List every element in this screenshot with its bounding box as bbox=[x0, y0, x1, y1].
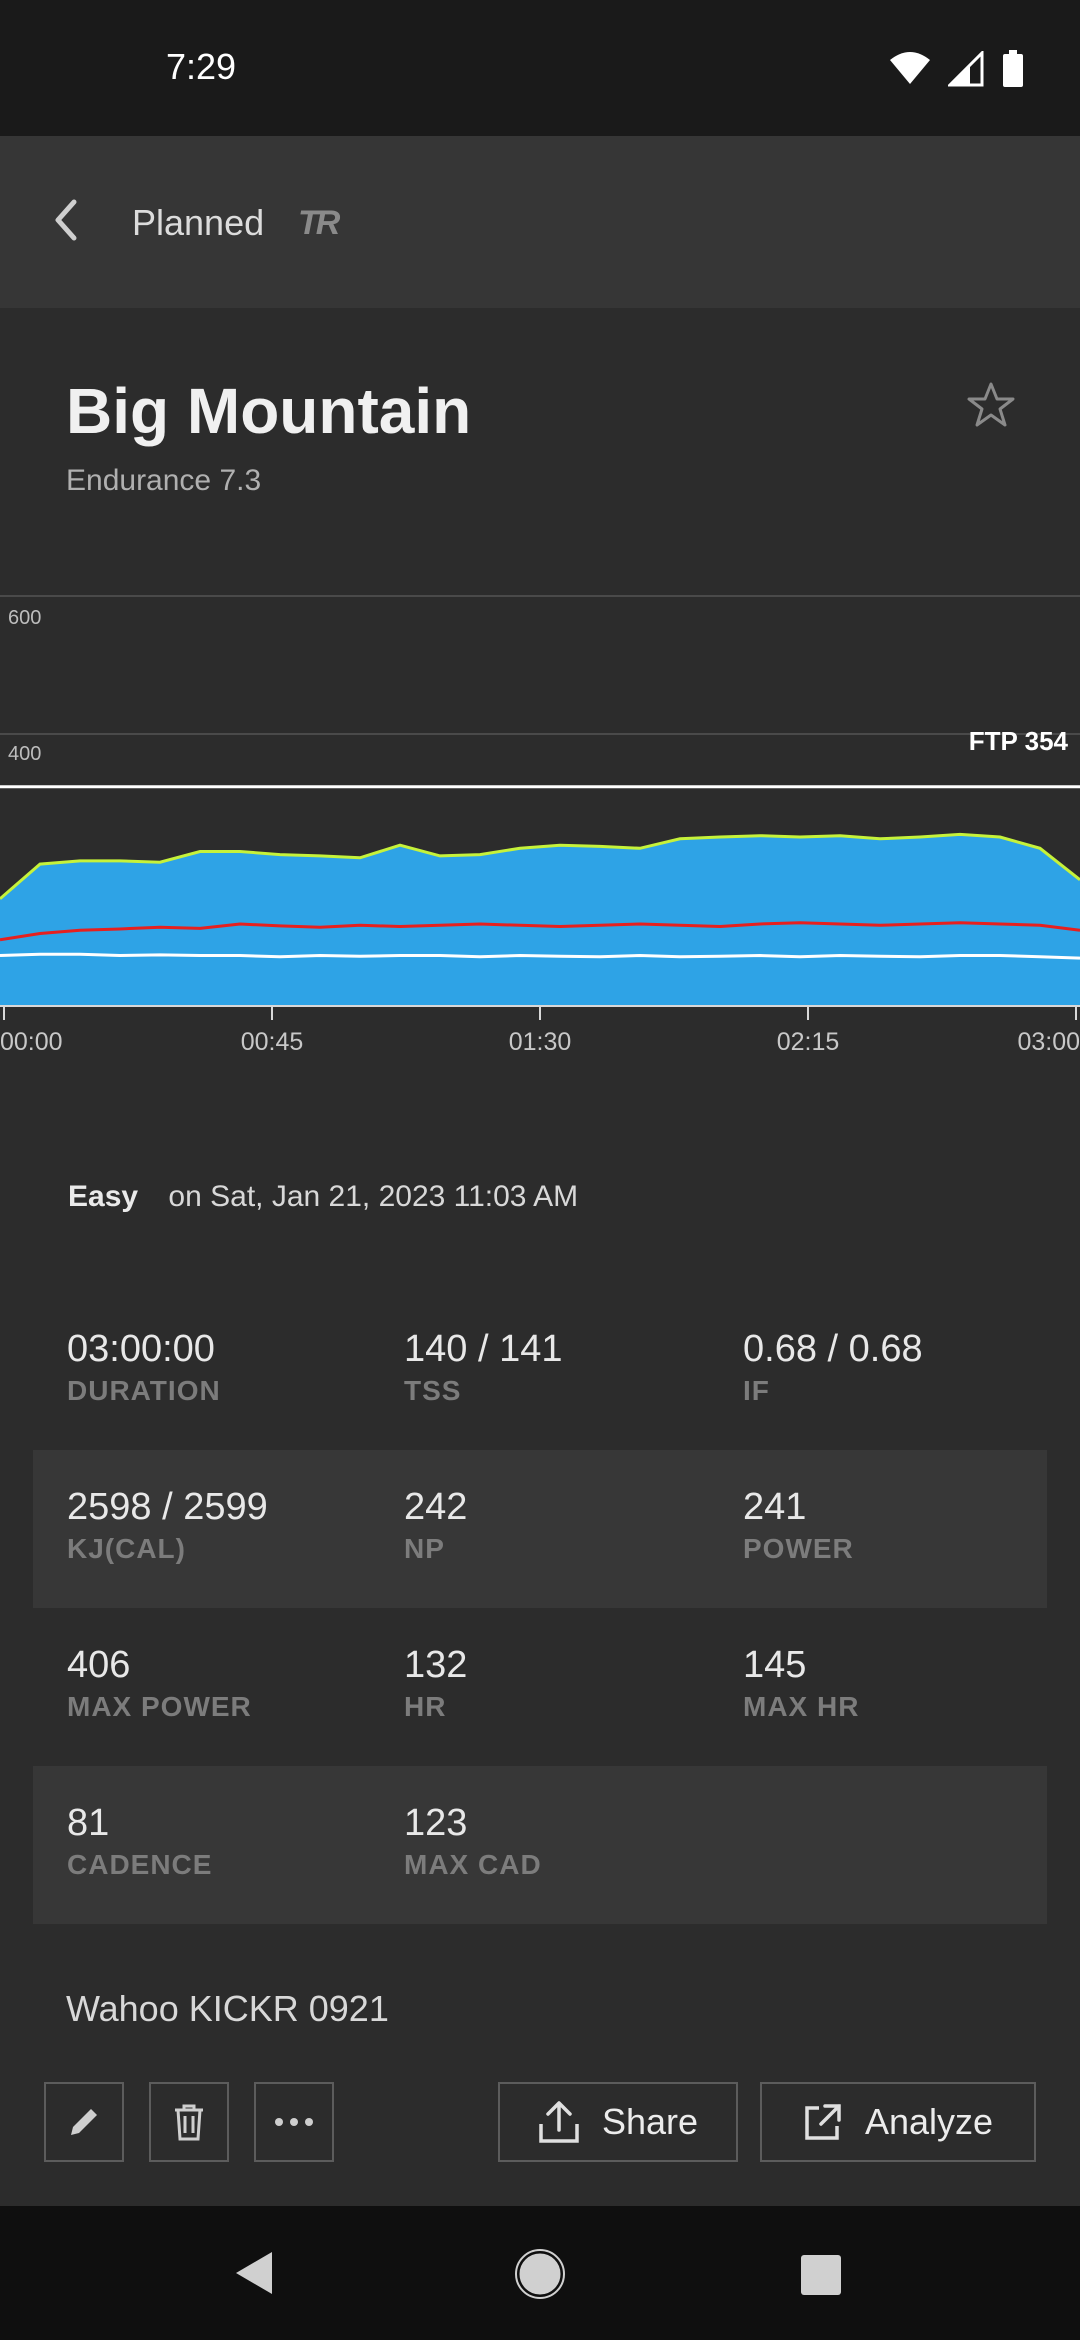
x-tick-label: 00:00 bbox=[0, 1028, 63, 1056]
delete-button[interactable] bbox=[149, 2082, 229, 2162]
workout-chart: 600 400 FTP 354 00:00 00:45 01:30 02:15 03:0… bbox=[0, 594, 1080, 1072]
more-icon bbox=[275, 2118, 313, 2126]
edit-button[interactable] bbox=[44, 2082, 124, 2162]
metric-row: 03:00:00 DURATION 140 / 141 TSS 0.68 / 0.6… bbox=[33, 1292, 1047, 1450]
ftp-label: FTP 354 bbox=[969, 726, 1069, 756]
app-header: Planned TR bbox=[0, 136, 1080, 308]
metric-np: 242 NP bbox=[404, 1486, 468, 1564]
signal-icon bbox=[948, 51, 984, 87]
header-title: Planned bbox=[132, 202, 265, 243]
workout-title: Big Mountain bbox=[66, 375, 472, 447]
metric-kj: 2598 / 2599 KJ(CAL) bbox=[67, 1486, 268, 1564]
metric-max-power: 406 MAX POWER bbox=[67, 1644, 252, 1722]
favorite-button[interactable] bbox=[966, 380, 1016, 430]
metric-row: 2598 / 2599 KJ(CAL) 242 NP 241 POWER bbox=[33, 1450, 1047, 1608]
metrics-grid: 03:00:00 DURATION 140 / 141 TSS 0.68 / 0.6… bbox=[33, 1292, 1047, 1924]
workout-header: Big Mountain Endurance 7.3 bbox=[0, 308, 1080, 598]
workout-summary: Easy on Sat, Jan 21, 2023 11:03 AM bbox=[68, 1180, 578, 1214]
pencil-icon bbox=[71, 2109, 97, 2135]
metric-row: 81 CADENCE 123 MAX CAD bbox=[33, 1766, 1047, 1924]
trainerroad-logo: TR bbox=[298, 204, 340, 242]
cadence-line bbox=[0, 952, 1080, 960]
metric-max-cad: 123 MAX CAD bbox=[404, 1802, 542, 1880]
battery-icon bbox=[1003, 50, 1023, 87]
external-link-icon bbox=[805, 2104, 841, 2140]
analyze-button[interactable]: Analyze bbox=[760, 2082, 1036, 2162]
system-nav-bar bbox=[0, 2206, 1080, 2340]
trash-icon bbox=[175, 2104, 203, 2141]
y-tick-label: 400 bbox=[8, 743, 41, 765]
action-bar: Share Analyze bbox=[0, 2080, 1080, 2206]
metric-duration: 03:00:00 DURATION bbox=[67, 1328, 221, 1406]
status-icons bbox=[890, 50, 1024, 88]
power-line bbox=[0, 832, 1080, 900]
nav-home-icon[interactable] bbox=[514, 2248, 566, 2300]
wifi-icon bbox=[890, 52, 930, 84]
power-area bbox=[0, 834, 1080, 1006]
share-icon bbox=[539, 2101, 579, 2143]
metric-tss: 140 / 141 TSS bbox=[404, 1328, 563, 1406]
metric-hr: 132 HR bbox=[404, 1644, 468, 1722]
status-bar: 7:29 bbox=[0, 0, 1080, 136]
workout-subtitle: Endurance 7.3 bbox=[66, 464, 262, 497]
hr-line bbox=[0, 921, 1080, 942]
x-tick-label: 02:15 bbox=[777, 1028, 840, 1056]
completed-date: on Sat, Jan 21, 2023 11:03 AM bbox=[168, 1180, 579, 1213]
back-arrow-icon bbox=[55, 199, 77, 241]
x-tick-label: 00:45 bbox=[241, 1028, 304, 1056]
more-button[interactable] bbox=[254, 2082, 334, 2162]
nav-back-icon[interactable] bbox=[234, 2250, 274, 2296]
back-button[interactable] bbox=[46, 192, 86, 248]
intensity-label: Easy bbox=[68, 1180, 139, 1213]
star-icon bbox=[967, 382, 1015, 427]
y-tick-label: 600 bbox=[8, 607, 41, 629]
nav-recents-icon[interactable] bbox=[800, 2254, 842, 2296]
device-name: Wahoo KICKR 0921 bbox=[66, 1988, 389, 2029]
analyze-label: Analyze bbox=[864, 2101, 994, 2142]
metric-if: 0.68 / 0.68 IF bbox=[743, 1328, 923, 1406]
share-button[interactable]: Share bbox=[498, 2082, 738, 2162]
workout-chart-svg: 600 400 FTP 354 00:00 00:45 01:30 02:15 03:0… bbox=[0, 595, 1080, 1056]
x-tick-label: 01:30 bbox=[509, 1028, 572, 1056]
metric-power: 241 POWER bbox=[743, 1486, 854, 1564]
metric-row: 406 MAX POWER 132 HR 145 MAX HR bbox=[33, 1608, 1047, 1766]
status-time: 7:29 bbox=[166, 46, 237, 87]
metric-cadence: 81 CADENCE bbox=[67, 1802, 213, 1880]
x-tick-label: 03:00 bbox=[1017, 1028, 1080, 1056]
share-label: Share bbox=[601, 2101, 699, 2142]
metric-max-hr: 145 MAX HR bbox=[743, 1644, 860, 1722]
